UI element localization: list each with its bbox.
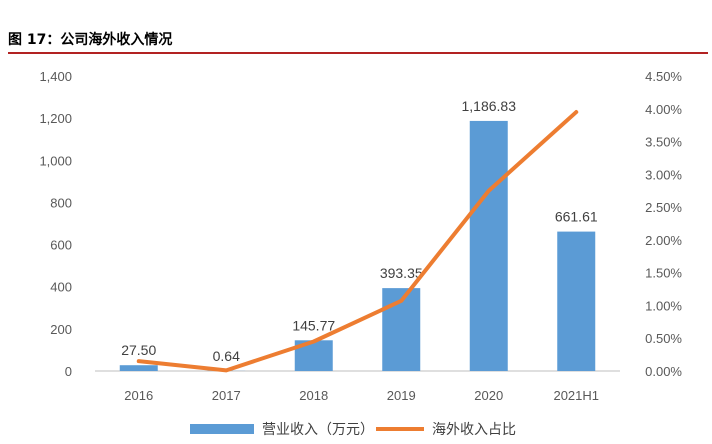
bar — [469, 120, 508, 371]
right-tick-label: 2.00% — [645, 233, 682, 248]
x-tick-label: 2020 — [474, 388, 503, 403]
right-tick-label: 0.00% — [645, 364, 682, 379]
left-tick-label: 1,400 — [39, 69, 72, 84]
bar — [119, 365, 158, 371]
x-tick-label: 2017 — [212, 388, 241, 403]
ratio-line-series — [136, 110, 579, 373]
right-tick-label: 4.50% — [645, 69, 682, 84]
bar-data-label: 393.35 — [380, 265, 423, 281]
right-tick-label: 1.50% — [645, 266, 682, 281]
left-tick-label: 800 — [50, 195, 72, 210]
bar-data-labels: 27.50 0.64 145.77 393.35 1,186.83 661.61 — [121, 98, 598, 364]
right-tick-label: 4.00% — [645, 102, 682, 117]
bar-data-label: 145.77 — [292, 317, 335, 333]
left-tick-label: 600 — [50, 238, 72, 253]
right-tick-label: 0.50% — [645, 331, 682, 346]
bar — [557, 231, 596, 371]
x-tick-label: 2016 — [124, 388, 153, 403]
x-tick-label: 2018 — [299, 388, 328, 403]
bar-series — [119, 120, 596, 371]
right-tick-label: 2.50% — [645, 200, 682, 215]
left-tick-label: 1,000 — [39, 153, 72, 168]
legend-swatch-bar — [190, 424, 254, 434]
x-tick-label: 2021H1 — [553, 388, 599, 403]
figure-title: 图 17：公司海外收入情况 — [8, 32, 173, 48]
left-tick-label: 0 — [65, 364, 72, 379]
right-tick-label: 1.00% — [645, 298, 682, 313]
left-tick-label: 200 — [50, 322, 72, 337]
title-rule — [8, 52, 708, 54]
x-tick-label: 2019 — [387, 388, 416, 403]
legend-label-line: 海外收入占比 — [432, 422, 516, 438]
left-tick-label: 400 — [50, 280, 72, 295]
x-axis-ticks: 2016 2017 2018 2019 2020 2021H1 — [124, 388, 599, 403]
legend: 营业收入（万元） 海外收入占比 — [190, 422, 516, 438]
right-tick-label: 3.50% — [645, 135, 682, 150]
bar-data-label: 1,186.83 — [462, 98, 517, 114]
bar-data-label: 661.61 — [555, 209, 598, 225]
left-axis: 0 200 400 600 800 1,000 1,200 1,400 — [39, 69, 72, 379]
right-tick-label: 3.00% — [645, 167, 682, 182]
right-axis: 0.00% 0.50% 1.00% 1.50% 2.00% 2.50% 3.00% 3.50%… — [645, 69, 682, 379]
legend-label-bar: 营业收入（万元） — [262, 422, 374, 438]
left-tick-label: 1,200 — [39, 111, 72, 126]
bar-data-label: 0.64 — [213, 348, 240, 364]
bar-data-label: 27.50 — [121, 342, 156, 358]
